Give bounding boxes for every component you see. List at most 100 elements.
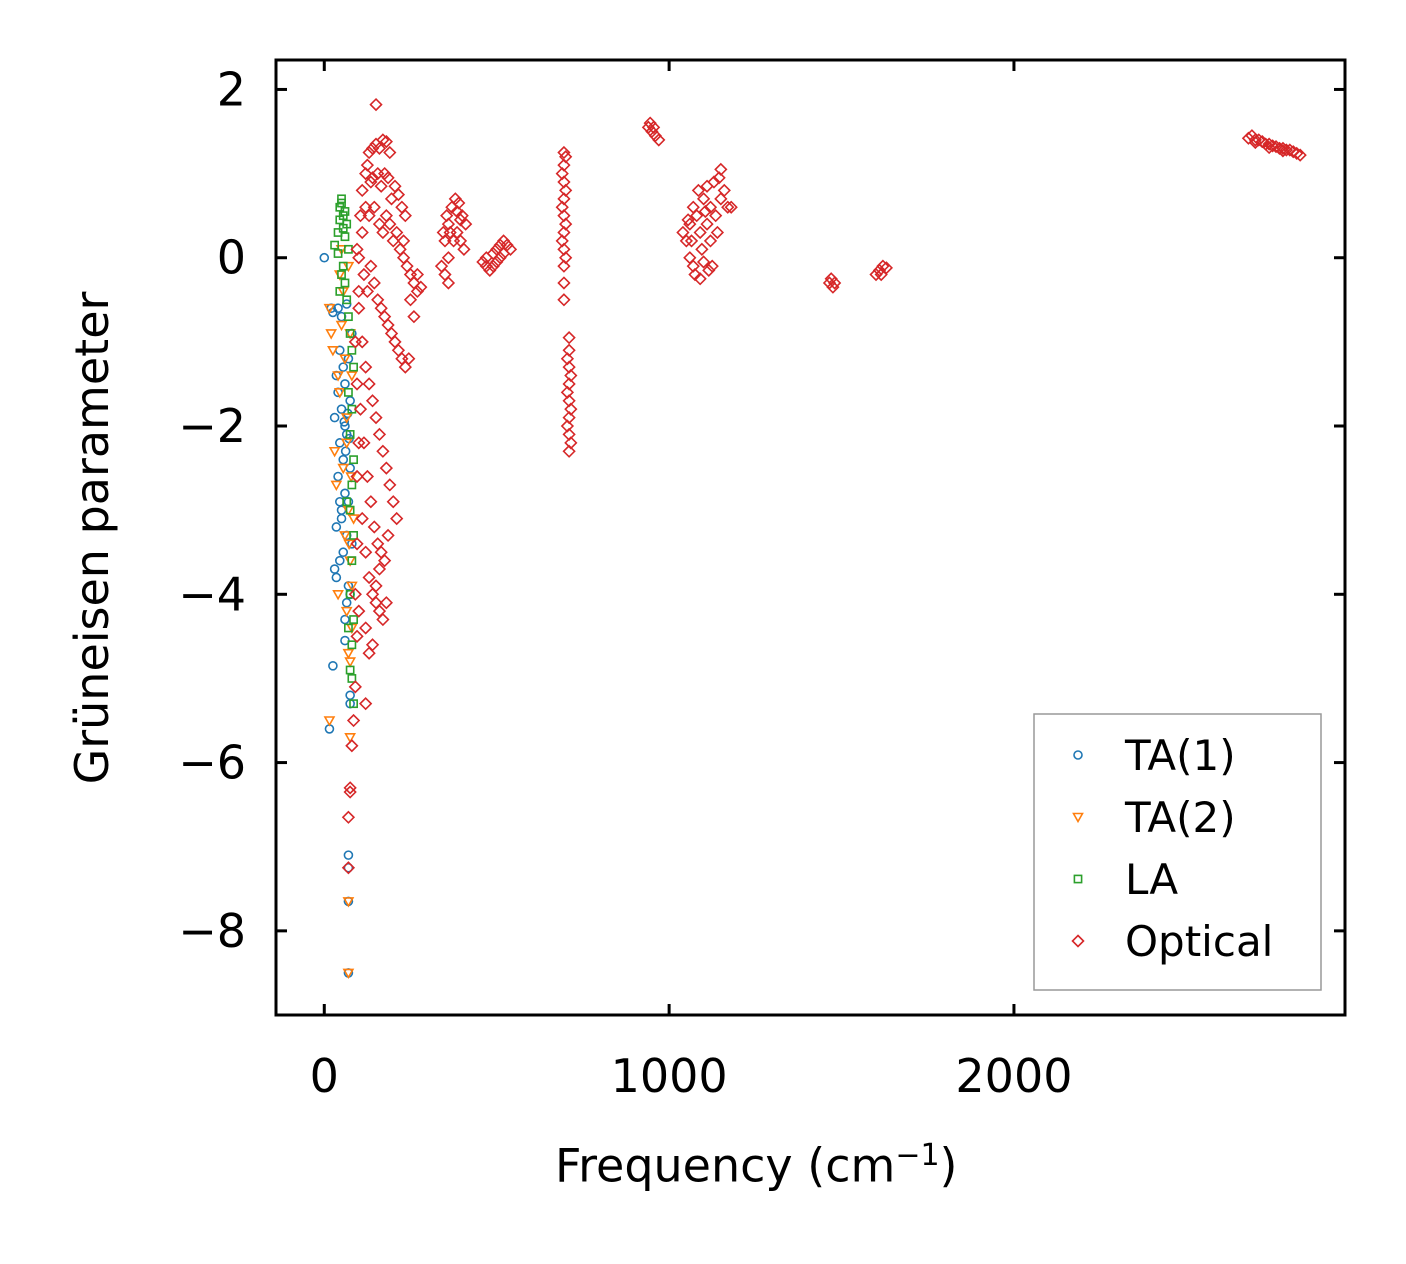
point-optical	[496, 246, 511, 261]
point-optical	[559, 217, 573, 231]
point-optical	[353, 209, 368, 223]
point-la	[344, 312, 353, 322]
point-optical	[369, 579, 383, 593]
point-optical	[386, 234, 400, 248]
point-ta-2	[325, 329, 338, 340]
point-optical	[686, 259, 700, 273]
y-tick-label: −2	[178, 399, 246, 453]
point-la	[347, 480, 357, 490]
point-ta-2	[323, 716, 336, 727]
point-optical	[359, 697, 373, 711]
point-optical	[353, 402, 368, 416]
point-optical	[486, 259, 500, 273]
point-optical	[352, 251, 366, 265]
y-axis-label: Grüneisen parameter	[65, 291, 119, 785]
point-ta-1	[340, 379, 350, 389]
point-ta-1	[343, 850, 354, 860]
point-optical	[383, 145, 397, 160]
point-ta-2	[339, 354, 351, 365]
point-optical	[390, 225, 404, 240]
point-ta-1	[333, 471, 343, 482]
point-la	[349, 455, 358, 465]
point-ta-2	[344, 733, 357, 744]
point-optical	[1279, 143, 1294, 157]
point-ta-2	[332, 589, 344, 601]
point-optical	[369, 97, 383, 112]
point-optical	[407, 309, 421, 324]
point-optical	[364, 259, 378, 273]
point-ta-1	[319, 252, 330, 263]
point-optical	[693, 272, 707, 286]
point-optical	[374, 179, 388, 193]
legend-box	[1033, 713, 1322, 991]
point-optical	[714, 192, 728, 206]
point-ta-1	[338, 362, 349, 372]
point-optical	[693, 225, 707, 240]
point-la	[330, 240, 340, 250]
point-optical	[557, 293, 571, 307]
point-optical	[359, 545, 373, 559]
point-optical	[555, 166, 569, 181]
point-optical	[367, 276, 381, 290]
point-la	[342, 497, 352, 507]
point-optical	[365, 394, 380, 408]
point-ta-2	[335, 320, 348, 332]
point-la	[342, 219, 352, 229]
point-optical	[352, 301, 366, 315]
point-ta-1	[340, 446, 351, 457]
point-optical	[646, 120, 661, 134]
point-ta-1	[343, 496, 354, 507]
point-ta-1	[340, 614, 350, 625]
point-ta-1	[343, 862, 354, 873]
point-optical	[562, 444, 576, 458]
point-optical	[683, 217, 697, 231]
legend-label: LA	[1125, 855, 1178, 904]
point-la	[335, 286, 345, 296]
point-ta-2	[345, 472, 358, 483]
axis-ticks: 0 1000 2000 2 0 −2 −4 −6 −8	[178, 60, 1345, 1103]
point-ta-2	[323, 303, 336, 315]
point-optical	[441, 276, 456, 290]
point-optical	[555, 234, 569, 248]
point-optical	[355, 511, 369, 526]
point-ta-2	[340, 413, 353, 424]
point-optical	[348, 680, 362, 694]
point-optical	[872, 263, 887, 277]
point-ta-2	[330, 480, 343, 492]
point-ta-2	[340, 438, 353, 449]
point-optical	[555, 200, 569, 214]
y-tick-label: 2	[217, 62, 246, 116]
point-optical	[391, 187, 406, 202]
point-optical	[557, 276, 571, 290]
point-la	[345, 665, 355, 675]
y-tick-label: −8	[178, 904, 246, 958]
point-ta-1	[345, 395, 355, 406]
y-tick-label: 0	[217, 231, 246, 285]
point-ta-2	[345, 581, 358, 593]
point-optical	[381, 171, 395, 185]
point-optical	[352, 604, 366, 618]
point-optical	[403, 293, 418, 307]
point-optical	[359, 621, 373, 635]
point-optical	[360, 469, 375, 484]
point-optical	[503, 242, 518, 256]
point-la	[342, 295, 352, 305]
point-la	[344, 387, 353, 397]
legend-marker	[1071, 934, 1085, 948]
point-optical	[345, 739, 359, 753]
point-ta-1	[341, 597, 352, 608]
point-optical	[1276, 144, 1290, 158]
point-optical	[457, 242, 471, 256]
point-optical	[381, 528, 395, 543]
point-ta-1	[329, 564, 340, 574]
point-optical	[396, 234, 411, 248]
point-optical	[360, 284, 375, 299]
legend: TA(1) TA(2) LA Optical	[1033, 713, 1322, 991]
point-la	[349, 615, 358, 624]
point-optical	[362, 377, 376, 391]
point-optical	[350, 469, 364, 484]
point-optical	[1262, 140, 1276, 155]
point-ta-2	[345, 371, 358, 382]
point-optical	[493, 251, 507, 265]
point-optical	[379, 134, 393, 149]
